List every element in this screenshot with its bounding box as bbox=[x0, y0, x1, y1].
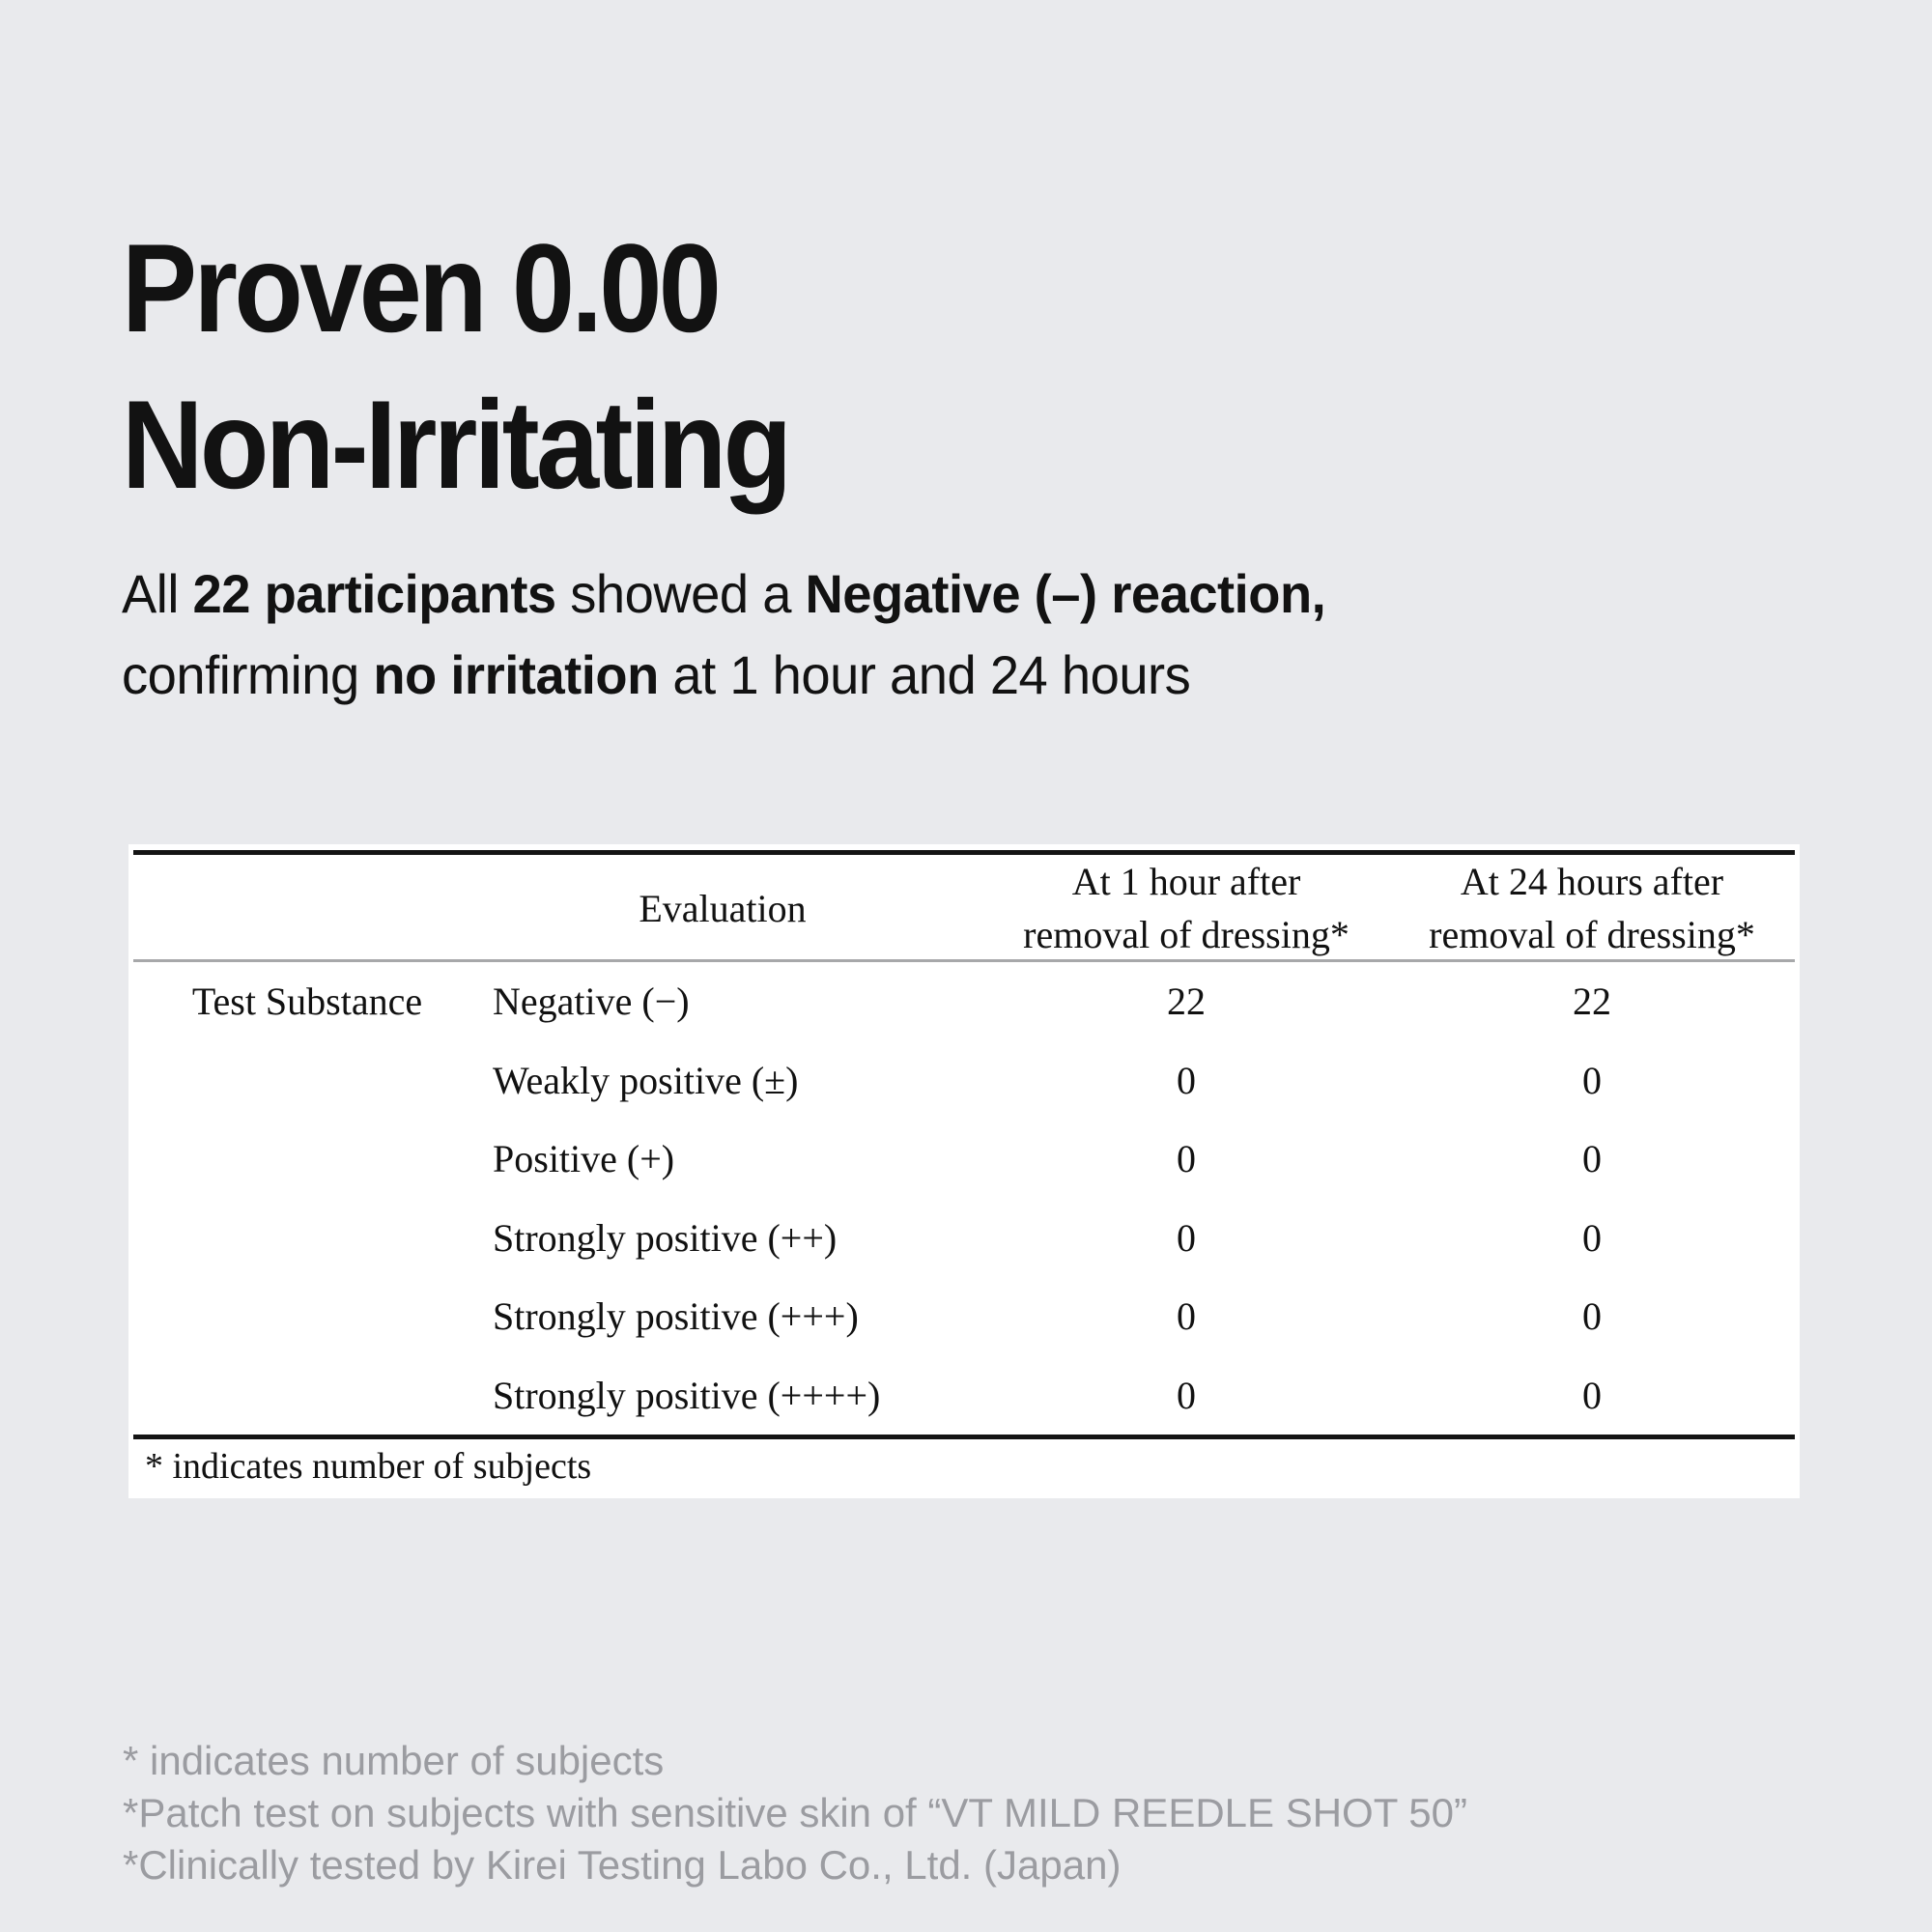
value-24-hours: 0 bbox=[1582, 1215, 1602, 1260]
table-header-row: Evaluation At 1 hour after removal of dr… bbox=[128, 855, 1800, 959]
value-1-hour: 0 bbox=[1177, 1058, 1196, 1102]
subtitle-bold-negative-reaction: Negative (–) reaction, bbox=[805, 563, 1326, 624]
value-1-hour: 0 bbox=[1177, 1137, 1196, 1181]
footnote-patch-test: *Patch test on subjects with sensitive s… bbox=[123, 1790, 1467, 1835]
subtitle-text: at 1 hour and 24 hours bbox=[658, 644, 1191, 705]
row-group-label: Test Substance bbox=[191, 980, 423, 1024]
footnote-lab: *Clinically tested by Kirei Testing Labo… bbox=[123, 1842, 1122, 1888]
value-24-hours: 0 bbox=[1582, 1058, 1602, 1102]
evaluation-cell: Strongly positive (+++) bbox=[493, 1294, 859, 1339]
results-table-panel: Evaluation At 1 hour after removal of dr… bbox=[128, 844, 1800, 1498]
subtitle-text: showed a bbox=[555, 563, 806, 624]
value-1-hour: 22 bbox=[1167, 980, 1206, 1024]
page-title-line-2: Non-Irritating bbox=[122, 374, 792, 515]
value-1-hour: 0 bbox=[1177, 1373, 1196, 1417]
table-header-rule bbox=[133, 959, 1795, 962]
subtitle: All 22 participants showed a Negative (–… bbox=[122, 554, 1326, 716]
value-24-hours: 0 bbox=[1582, 1137, 1602, 1181]
col-header-24-hours: At 24 hours after removal of dressing* bbox=[1413, 855, 1771, 961]
table-top-rule bbox=[133, 850, 1795, 855]
col-header-1-hour-line-1: At 1 hour after bbox=[1071, 860, 1301, 903]
page-title: Proven 0.00 Non-Irritating bbox=[122, 210, 792, 523]
evaluation-cell: Weakly positive (±) bbox=[493, 1058, 799, 1102]
table-row: Strongly positive (+++) 0 0 bbox=[128, 1277, 1800, 1356]
subtitle-text: All bbox=[122, 563, 193, 624]
evaluation-cell: Negative (−) bbox=[493, 980, 690, 1024]
table-row: Strongly positive (++++) 0 0 bbox=[128, 1356, 1800, 1435]
table-footnote: * indicates number of subjects bbox=[145, 1446, 592, 1487]
subtitle-bold-no-irritation: no irritation bbox=[373, 644, 659, 705]
value-24-hours: 0 bbox=[1582, 1373, 1602, 1417]
footnote-subjects: * indicates number of subjects bbox=[123, 1738, 665, 1783]
evaluation-cell: Strongly positive (++++) bbox=[493, 1373, 881, 1417]
value-1-hour: 0 bbox=[1177, 1294, 1196, 1339]
value-24-hours: 0 bbox=[1582, 1294, 1602, 1339]
table-row: Weakly positive (±) 0 0 bbox=[128, 1041, 1800, 1121]
table-row: Strongly positive (++) 0 0 bbox=[128, 1199, 1800, 1278]
footnotes-block: * indicates number of subjects *Patch te… bbox=[123, 1735, 1467, 1891]
page-title-line-1: Proven 0.00 bbox=[122, 217, 722, 358]
table-body: Test Substance Negative (−) 22 22 Weakly… bbox=[128, 962, 1800, 1435]
col-header-1-hour-line-2: removal of dressing* bbox=[1023, 913, 1350, 956]
col-header-evaluation: Evaluation bbox=[639, 886, 807, 930]
table-row: Positive (+) 0 0 bbox=[128, 1120, 1800, 1199]
evaluation-cell: Positive (+) bbox=[493, 1137, 675, 1181]
subtitle-bold-participants: 22 participants bbox=[192, 563, 557, 624]
table-row: Test Substance Negative (−) 22 22 bbox=[128, 962, 1800, 1041]
subtitle-text: confirming bbox=[122, 644, 374, 705]
value-1-hour: 0 bbox=[1177, 1215, 1196, 1260]
col-header-1-hour: At 1 hour after removal of dressing* bbox=[959, 855, 1413, 961]
subtitle-line-1: All 22 participants showed a Negative (–… bbox=[122, 554, 1326, 635]
subtitle-line-2: confirming no irritation at 1 hour and 2… bbox=[122, 635, 1325, 716]
table-bottom-rule bbox=[133, 1435, 1795, 1439]
evaluation-cell: Strongly positive (++) bbox=[493, 1215, 838, 1260]
col-header-24-hours-line-1: At 24 hours after bbox=[1460, 860, 1724, 903]
value-24-hours: 22 bbox=[1573, 980, 1611, 1024]
col-header-24-hours-line-2: removal of dressing* bbox=[1429, 913, 1755, 956]
